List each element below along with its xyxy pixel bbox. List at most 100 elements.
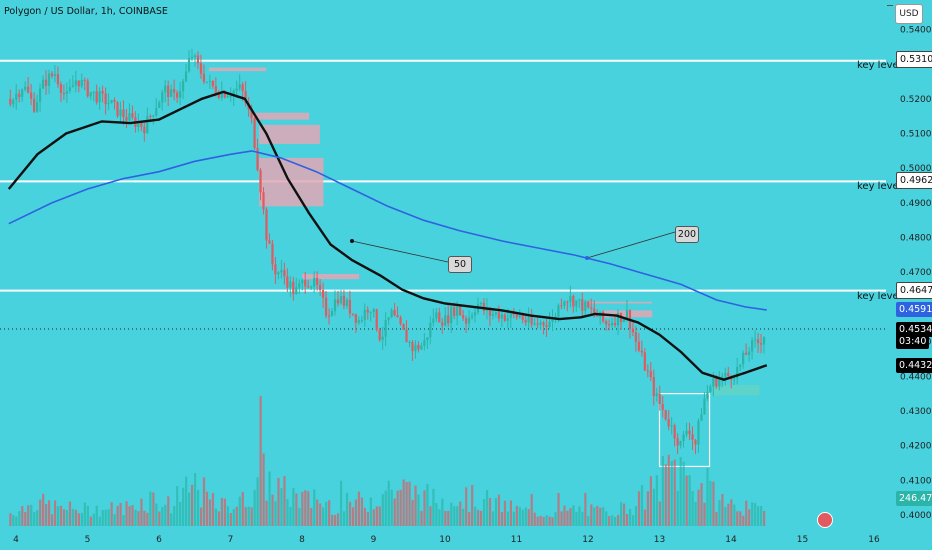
volume-bar xyxy=(697,489,700,526)
symbol-title: Polygon / US Dollar, 1h, COINBASE xyxy=(4,6,168,17)
volume-bar xyxy=(584,492,587,526)
candle-body xyxy=(217,93,220,98)
volume-bar xyxy=(50,514,54,526)
volume-bar xyxy=(640,485,644,526)
price-tag-key-level-2: 0.4962 xyxy=(896,172,932,189)
volume-bar xyxy=(125,501,128,526)
candle-body xyxy=(664,409,667,420)
candle-body xyxy=(557,305,560,317)
candle-body xyxy=(527,317,530,323)
volume-bar xyxy=(667,454,670,526)
candle-body xyxy=(167,85,170,97)
candle-body xyxy=(640,350,643,353)
candle-body xyxy=(253,118,256,149)
candle-body xyxy=(750,340,754,352)
volume-bar xyxy=(637,491,641,526)
candle-body xyxy=(759,343,763,345)
volume-bar xyxy=(348,501,352,526)
volume-bar xyxy=(86,505,89,526)
candle-body xyxy=(104,93,107,105)
candle-body xyxy=(9,98,12,105)
candle-body xyxy=(697,420,700,445)
volume-bar xyxy=(739,511,742,526)
volume-bar xyxy=(685,475,688,526)
volume-bar xyxy=(384,490,387,526)
volume-bar xyxy=(536,516,539,526)
volume-bar xyxy=(634,506,638,526)
volume-bar xyxy=(134,509,137,526)
volume-bar xyxy=(596,505,599,526)
candle-body xyxy=(721,376,724,380)
candle-body xyxy=(745,352,748,355)
volume-bar xyxy=(131,505,134,526)
candle-body xyxy=(390,309,393,318)
candle-body xyxy=(688,430,691,435)
candle-body xyxy=(607,324,611,326)
volume-bar xyxy=(241,492,244,526)
x-tick-label: 5 xyxy=(85,535,91,545)
candle-body xyxy=(95,91,98,103)
candle-body xyxy=(184,71,188,82)
volume-bar xyxy=(420,510,423,526)
candle-body xyxy=(30,92,33,99)
volume-bar xyxy=(664,464,667,526)
candle-body xyxy=(232,90,235,97)
y-tick-label: 0.4900 xyxy=(900,199,932,209)
volume-bar xyxy=(83,502,86,526)
volume-bar xyxy=(158,511,161,526)
volume-bar xyxy=(599,507,602,526)
candle-body xyxy=(518,315,521,318)
collapse-icon[interactable] xyxy=(887,5,893,6)
candle-body xyxy=(33,98,36,112)
volume-bar xyxy=(339,480,343,526)
volume-bar xyxy=(268,471,271,526)
candle-body xyxy=(539,322,542,325)
candle-body xyxy=(739,364,742,367)
event-flag-icon[interactable] xyxy=(817,512,833,528)
candle-body xyxy=(509,313,512,318)
volume-bar xyxy=(581,511,584,526)
ma200-pointer-dot xyxy=(585,256,589,260)
volume-tag: 246.47K xyxy=(896,491,932,506)
volume-bar xyxy=(426,483,429,526)
zone-5 xyxy=(302,273,360,280)
volume-bar xyxy=(336,513,340,526)
candle-body xyxy=(316,277,319,285)
candle-body xyxy=(438,312,441,323)
volume-bar xyxy=(518,507,521,526)
candle-body xyxy=(158,102,161,108)
candle-body xyxy=(566,301,569,303)
volume-bar xyxy=(724,507,727,526)
y-tick-label: 0.4700 xyxy=(900,268,932,278)
candle-body xyxy=(292,281,295,295)
candle-body xyxy=(560,305,563,307)
volume-bar xyxy=(211,493,215,526)
candle-body xyxy=(643,352,646,371)
candle-body xyxy=(277,272,280,275)
volume-bar xyxy=(745,500,748,526)
volume-bar xyxy=(119,502,122,526)
candle-body xyxy=(384,320,387,337)
currency-button[interactable]: USD xyxy=(895,4,923,24)
candle-body xyxy=(342,295,346,306)
candle-body xyxy=(146,115,149,134)
candle-body xyxy=(575,300,578,307)
volume-bar xyxy=(557,493,560,526)
candle-body xyxy=(15,93,18,100)
volume-bar xyxy=(217,511,221,526)
volume-bar xyxy=(402,479,405,526)
volume-bar xyxy=(325,501,328,526)
candle-body xyxy=(533,323,536,325)
price-tag-ma50: 0.4432 xyxy=(896,358,932,373)
candle-body xyxy=(62,93,66,95)
volume-bar xyxy=(590,504,593,526)
candle-body xyxy=(256,148,259,171)
volume-bar xyxy=(682,461,685,526)
volume-bar xyxy=(250,507,253,526)
candle-body xyxy=(164,85,167,93)
volume-bar xyxy=(390,489,393,526)
candle-body xyxy=(238,84,241,89)
price-tag-ma200: 0.4591 xyxy=(896,302,932,317)
candle-body xyxy=(655,393,658,397)
